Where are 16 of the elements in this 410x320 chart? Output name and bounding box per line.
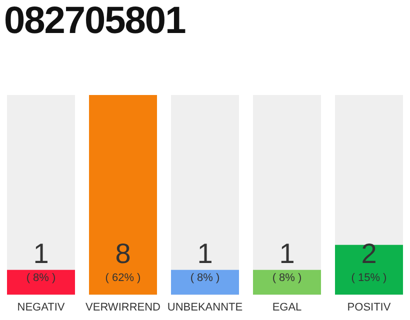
annotation: ( 8% ): [190, 272, 220, 284]
annotation: ( 15% ): [351, 272, 387, 284]
data-label: 1: [197, 238, 213, 269]
x-tick-label: EGAL: [272, 301, 302, 314]
data-label: 1: [33, 238, 49, 269]
x-tick-label: NEGATIV: [17, 301, 66, 314]
annotation: ( 8% ): [26, 272, 56, 284]
chart-title: 082705801: [4, 0, 186, 43]
x-tick-label: POSITIV: [347, 301, 392, 314]
annotation: ( 8% ): [272, 272, 302, 284]
data-label: 8: [115, 238, 131, 269]
x-tick-label: UNBEKANNTE: [167, 301, 243, 314]
data-label: 1: [279, 238, 295, 269]
data-label: 2: [361, 238, 377, 269]
annotation: ( 62% ): [105, 272, 141, 284]
x-tick-label: VERWIRREND: [86, 301, 161, 314]
